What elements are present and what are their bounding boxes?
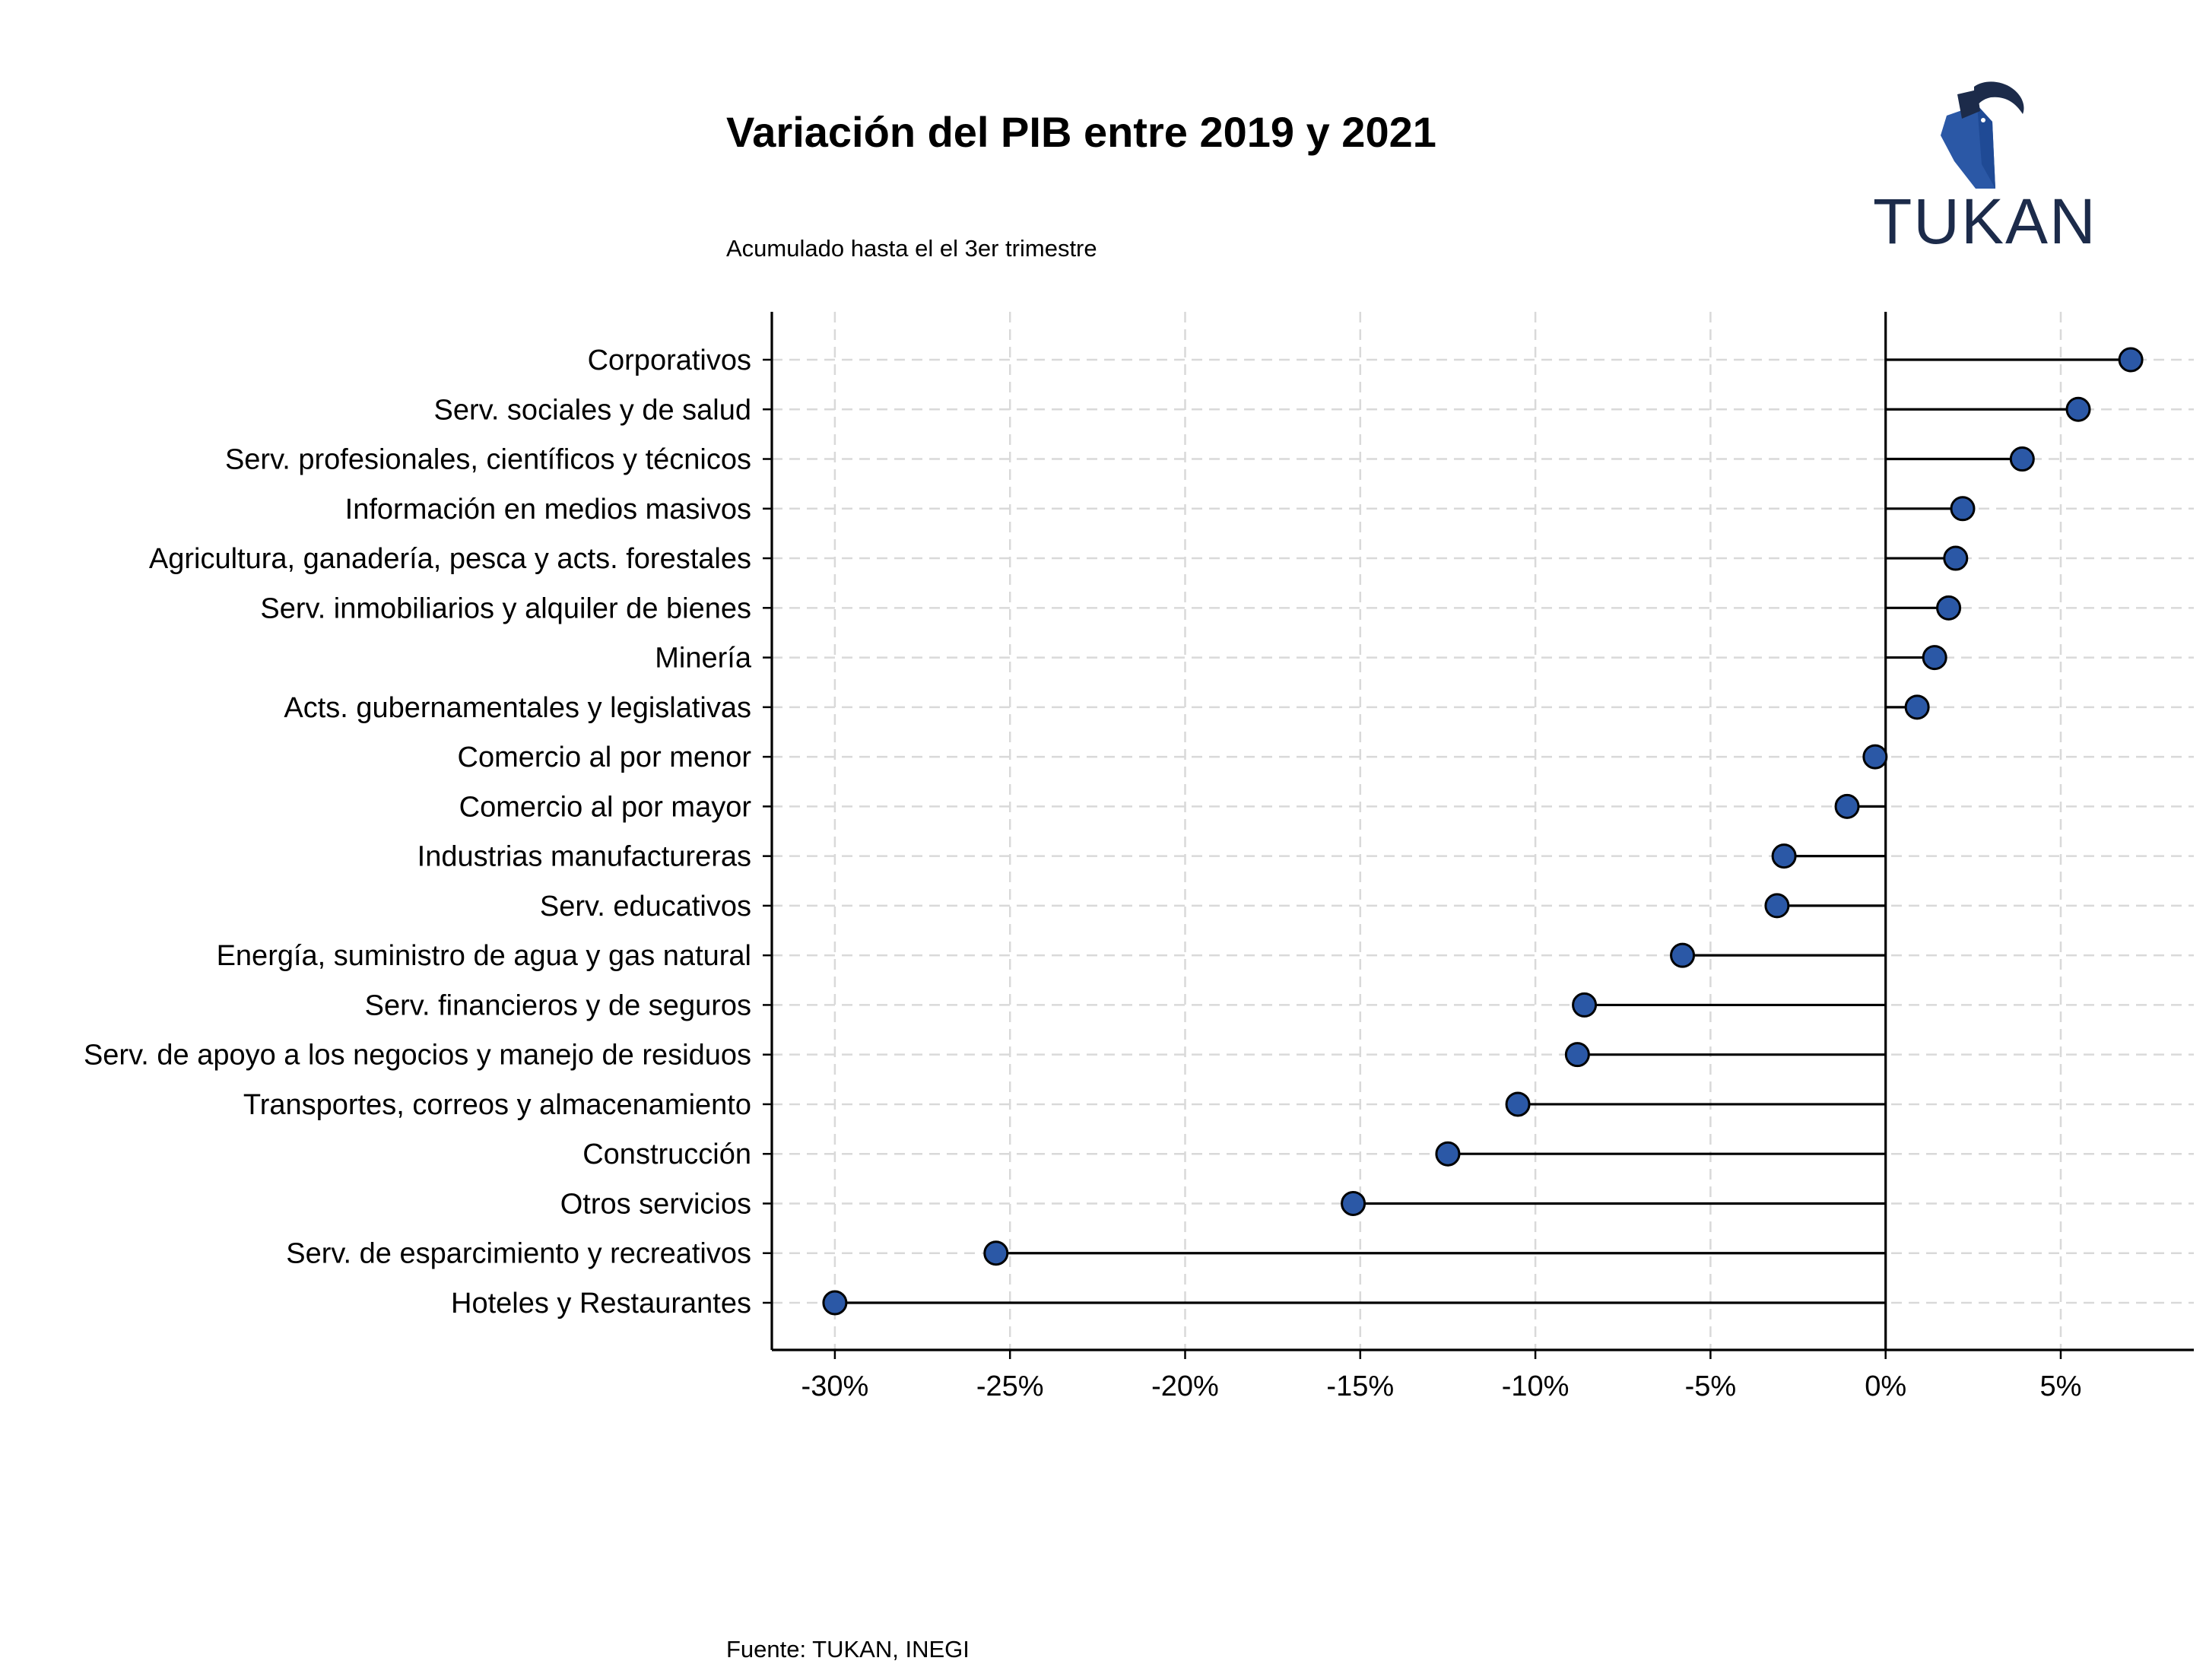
chart-axes [763, 312, 2194, 1359]
lollipop-marker [1834, 793, 1860, 819]
grid-lines [772, 312, 2194, 1350]
chart-title: Variación del PIB entre 2019 y 2021 [726, 108, 1436, 156]
lollipop-marker [2065, 396, 2091, 422]
x-tick-label: -20% [1151, 1370, 1219, 1402]
chart-source: Fuente: TUKAN, INEGI [726, 1636, 970, 1663]
category-label: Corporativos [588, 345, 751, 376]
lollipop-stems [834, 358, 2131, 1304]
lollipop-marker [1771, 843, 1797, 869]
category-label: Serv. educativos [540, 891, 751, 923]
category-label: Información en medios masivos [345, 494, 751, 526]
lollipop-marker [1435, 1141, 1461, 1167]
x-tick-label: -15% [1326, 1370, 1394, 1402]
lollipop-marker [1862, 744, 1888, 770]
x-tick-labels: -30% -25% -20% -15% -10% -5% 0% 5% [801, 1370, 2082, 1402]
lollipop-marker [1943, 545, 1969, 571]
lollipop-marker [1670, 942, 1696, 968]
x-tick-label: 0% [1865, 1370, 1906, 1402]
toucan-icon [1941, 81, 2024, 189]
category-label: Transportes, correos y almacenamiento [243, 1089, 751, 1121]
x-tick-label: -5% [1685, 1370, 1737, 1402]
category-labels: Corporativos Serv. sociales y de salud Ser… [84, 345, 752, 1320]
category-label: Energía, suministro de agua y gas natura… [217, 940, 751, 972]
category-label: Comercio al por menor [458, 742, 752, 773]
lollipop-marker [822, 1290, 848, 1316]
lollipop-marker [983, 1240, 1009, 1266]
x-tick-label: -30% [801, 1370, 869, 1402]
category-label: Serv. inmobiliarios y alquiler de bienes [260, 592, 751, 624]
category-label: Agricultura, ganadería, pesca y acts. fo… [149, 543, 751, 575]
lollipop-markers [822, 347, 2144, 1316]
lollipop-marker [2009, 446, 2035, 472]
lollipop-marker [2118, 347, 2144, 373]
lollipop-marker [1764, 893, 1790, 919]
x-tick-label: -25% [976, 1370, 1044, 1402]
category-label: Serv. sociales y de salud [434, 394, 752, 426]
category-label: Industrias manufactureras [417, 841, 751, 873]
category-label: Serv. financieros y de seguros [365, 989, 751, 1021]
category-label: Serv. de apoyo a los negocios y manejo d… [84, 1040, 751, 1072]
category-label: Comercio al por mayor [459, 791, 752, 823]
lollipop-marker [1936, 595, 1962, 621]
lollipop-marker [1341, 1190, 1366, 1216]
lollipop-marker [1950, 496, 1976, 522]
x-tick-label: -10% [1502, 1370, 1570, 1402]
x-tick-label: 5% [2040, 1370, 2082, 1402]
lollipop-marker [1922, 645, 1947, 671]
category-label: Hoteles y Restaurantes [451, 1288, 751, 1320]
lollipop-marker [1572, 992, 1598, 1018]
lollipop-marker [1564, 1042, 1590, 1068]
logo-text: TUKAN [1873, 186, 2097, 257]
category-label: Serv. de esparcimiento y recreativos [286, 1238, 751, 1270]
lollipop-marker [1505, 1091, 1531, 1117]
tukan-logo: TUKAN [1873, 81, 2097, 257]
category-label: Serv. profesionales, científicos y técni… [225, 444, 751, 476]
category-label: Otros servicios [560, 1188, 751, 1220]
category-label: Acts. gubernamentales y legislativas [284, 692, 751, 724]
chart-subtitle: Acumulado hasta el el 3er trimestre [726, 235, 1097, 262]
category-label: Construcción [582, 1139, 751, 1170]
lollipop-marker [1904, 694, 1930, 720]
category-label: Minería [655, 643, 752, 675]
